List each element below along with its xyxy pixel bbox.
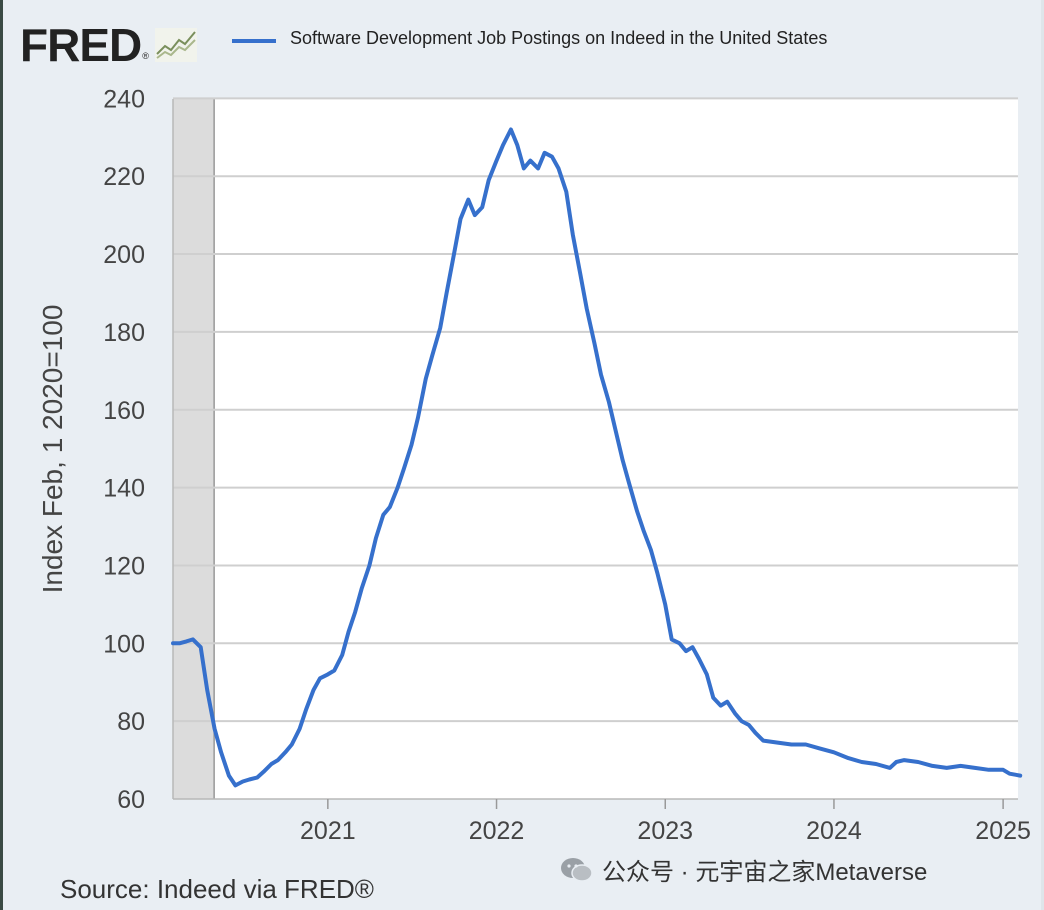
x-tick-label-2024: 2024	[806, 817, 862, 845]
legend-swatch	[232, 38, 276, 43]
x-tick-label-2022: 2022	[469, 817, 525, 845]
fred-registered-mark: ®	[142, 51, 149, 61]
y-tick-label-160: 160	[103, 397, 145, 425]
x-tick-label-2023: 2023	[637, 817, 693, 845]
chart-legend: Software Development Job Postings on Ind…	[232, 28, 827, 49]
y-tick-label-220: 220	[103, 163, 145, 191]
watermark-text: 公众号 · 元宇宙之家Metaverse	[602, 859, 928, 886]
series-line-0	[171, 127, 1023, 788]
y-tick-label-200: 200	[103, 241, 145, 269]
wechat-icon	[561, 857, 593, 882]
y-tick-label-80: 80	[117, 708, 145, 736]
y-tick-label-240: 240	[103, 85, 145, 113]
fred-logo-text: FRED	[20, 19, 142, 71]
watermark: 公众号 · 元宇宙之家Metaverse	[560, 852, 927, 887]
legend-label: Software Development Job Postings on Ind…	[290, 28, 828, 48]
y-tick-label-60: 60	[117, 786, 145, 814]
fred-logo[interactable]: FRED ®	[20, 20, 197, 70]
right-border	[1041, 0, 1044, 910]
fred-graph-icon	[154, 28, 197, 62]
y-tick-label-140: 140	[103, 475, 145, 503]
source-note: Source: Indeed via FRED®	[60, 874, 374, 904]
y-tick-label-100: 100	[103, 630, 145, 658]
y-tick-label-180: 180	[103, 319, 145, 347]
y-axis-label: Index Feb, 1 2020=100	[37, 305, 68, 594]
y-tick-label-120: 120	[103, 552, 145, 580]
left-border	[0, 0, 3, 910]
x-tick-label-2021: 2021	[300, 817, 356, 845]
plot-area	[173, 99, 1018, 799]
x-tick-label-2025: 2025	[975, 817, 1031, 845]
